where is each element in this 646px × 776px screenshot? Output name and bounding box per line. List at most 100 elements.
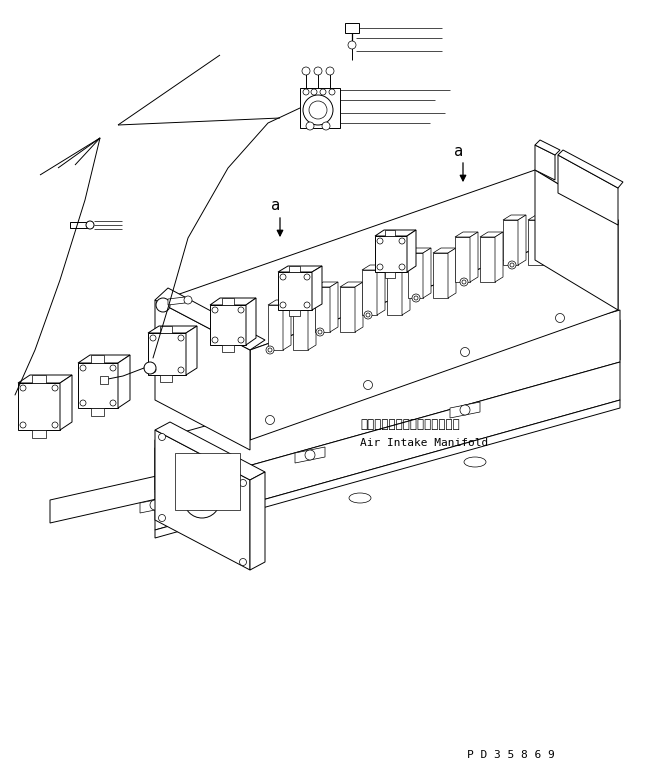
- Circle shape: [144, 362, 156, 374]
- Polygon shape: [18, 383, 60, 430]
- Polygon shape: [402, 265, 410, 315]
- Circle shape: [364, 311, 372, 319]
- Polygon shape: [340, 287, 355, 332]
- Circle shape: [178, 367, 184, 373]
- Polygon shape: [408, 248, 431, 253]
- Text: a: a: [454, 144, 464, 158]
- Circle shape: [212, 337, 218, 343]
- Circle shape: [460, 405, 470, 415]
- Polygon shape: [91, 355, 104, 363]
- Circle shape: [184, 482, 220, 518]
- Polygon shape: [375, 236, 407, 272]
- Polygon shape: [558, 150, 623, 188]
- Polygon shape: [387, 270, 402, 315]
- Text: Air Intake Manifold: Air Intake Manifold: [360, 438, 488, 448]
- Polygon shape: [278, 272, 312, 310]
- Polygon shape: [407, 230, 416, 272]
- Circle shape: [240, 480, 247, 487]
- Circle shape: [266, 346, 274, 354]
- Polygon shape: [210, 305, 246, 345]
- Polygon shape: [558, 155, 618, 225]
- Polygon shape: [340, 282, 363, 287]
- Circle shape: [412, 294, 420, 302]
- Circle shape: [318, 330, 322, 334]
- Polygon shape: [118, 355, 130, 408]
- Polygon shape: [423, 248, 431, 298]
- Polygon shape: [100, 376, 108, 384]
- Polygon shape: [535, 140, 560, 155]
- Circle shape: [184, 296, 192, 304]
- Polygon shape: [289, 310, 300, 316]
- Circle shape: [80, 400, 86, 406]
- Circle shape: [156, 298, 170, 312]
- Polygon shape: [148, 326, 197, 333]
- Circle shape: [20, 385, 26, 391]
- Polygon shape: [91, 408, 104, 416]
- Circle shape: [266, 415, 275, 424]
- Polygon shape: [480, 232, 503, 237]
- Circle shape: [399, 264, 405, 270]
- Polygon shape: [155, 422, 265, 480]
- Polygon shape: [155, 362, 620, 530]
- Polygon shape: [528, 220, 543, 265]
- Circle shape: [158, 434, 165, 441]
- Polygon shape: [168, 298, 250, 440]
- Circle shape: [314, 67, 322, 75]
- Circle shape: [110, 365, 116, 371]
- Polygon shape: [362, 270, 377, 315]
- Circle shape: [302, 67, 310, 75]
- Polygon shape: [246, 298, 256, 345]
- Circle shape: [268, 348, 272, 352]
- Circle shape: [326, 67, 334, 75]
- Polygon shape: [315, 282, 338, 287]
- Polygon shape: [210, 298, 256, 305]
- Circle shape: [303, 95, 333, 125]
- Polygon shape: [385, 230, 395, 236]
- Circle shape: [280, 274, 286, 280]
- Text: エアーインテークマニホールド: エアーインテークマニホールド: [360, 418, 460, 431]
- Polygon shape: [377, 265, 385, 315]
- Circle shape: [364, 380, 373, 390]
- Polygon shape: [155, 288, 265, 350]
- Circle shape: [309, 101, 327, 119]
- Circle shape: [150, 335, 156, 341]
- Polygon shape: [250, 472, 265, 570]
- Text: P D 3 5 8 6 9: P D 3 5 8 6 9: [467, 750, 555, 760]
- Polygon shape: [175, 453, 240, 510]
- Polygon shape: [455, 232, 478, 237]
- Circle shape: [320, 89, 326, 95]
- Polygon shape: [480, 237, 495, 282]
- Polygon shape: [283, 300, 291, 350]
- Polygon shape: [312, 266, 322, 310]
- Polygon shape: [355, 282, 363, 332]
- Circle shape: [280, 302, 286, 308]
- Polygon shape: [78, 363, 118, 408]
- Circle shape: [86, 221, 94, 229]
- Polygon shape: [293, 300, 316, 305]
- Circle shape: [304, 274, 310, 280]
- Polygon shape: [315, 287, 330, 332]
- Circle shape: [304, 302, 310, 308]
- Circle shape: [178, 335, 184, 341]
- Circle shape: [240, 559, 247, 566]
- Circle shape: [311, 89, 317, 95]
- Polygon shape: [168, 170, 618, 350]
- Polygon shape: [160, 326, 172, 333]
- Circle shape: [460, 278, 468, 286]
- Polygon shape: [503, 215, 526, 220]
- Circle shape: [192, 490, 212, 510]
- Polygon shape: [385, 272, 395, 278]
- Polygon shape: [433, 248, 456, 253]
- Circle shape: [510, 263, 514, 267]
- Polygon shape: [60, 375, 72, 430]
- Polygon shape: [78, 355, 130, 363]
- Polygon shape: [155, 400, 620, 538]
- Polygon shape: [32, 430, 46, 438]
- Polygon shape: [543, 215, 551, 265]
- Circle shape: [20, 422, 26, 428]
- Polygon shape: [268, 300, 291, 305]
- Polygon shape: [295, 447, 325, 463]
- Circle shape: [158, 514, 165, 521]
- Polygon shape: [455, 237, 470, 282]
- Circle shape: [377, 264, 383, 270]
